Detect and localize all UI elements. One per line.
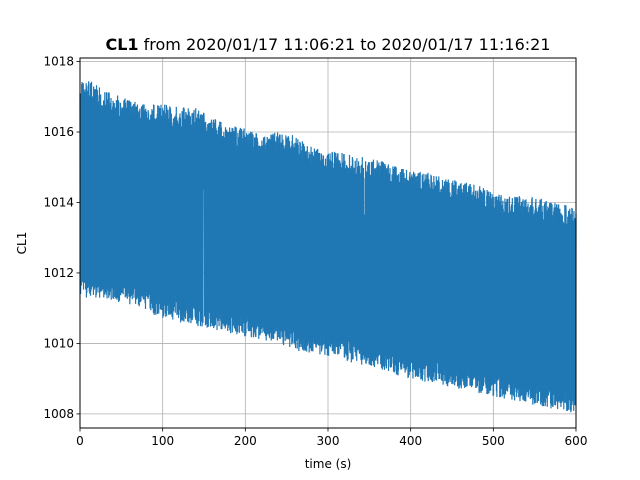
chart-title-rest: from 2020/01/17 11:06:21 to 2020/01/17 1… xyxy=(139,35,551,54)
y-tick-label-4: 1016 xyxy=(43,125,74,139)
series-line xyxy=(79,81,577,413)
x-tick-label-5: 500 xyxy=(482,434,505,448)
data-layer xyxy=(79,81,577,413)
axes: 0 100 200 300 400 500 600 1008 1010 1012 1014 1016 1… xyxy=(43,55,587,448)
chart-title-bold: CL1 xyxy=(105,35,138,54)
x-tick-label-1: 100 xyxy=(151,434,174,448)
y-tick-label-5: 1018 xyxy=(43,55,74,69)
x-tick-label-6: 600 xyxy=(565,434,588,448)
y-tick-label-0: 1008 xyxy=(43,407,74,421)
y-tick-label-2: 1012 xyxy=(43,266,74,280)
plot-frame xyxy=(79,57,577,429)
y-axis-label: CL1 xyxy=(15,232,29,255)
x-axis-label: time (s) xyxy=(305,457,352,471)
x-tick-label-3: 300 xyxy=(317,434,340,448)
y-tick-label-1: 1010 xyxy=(43,336,74,350)
x-tick-label-0: 0 xyxy=(76,434,84,448)
chart-title: CL1 from 2020/01/17 11:06:21 to 2020/01/… xyxy=(105,35,550,54)
x-tick-label-2: 200 xyxy=(234,434,257,448)
y-tick-label-3: 1014 xyxy=(43,195,74,209)
x-tick-label-4: 400 xyxy=(399,434,422,448)
